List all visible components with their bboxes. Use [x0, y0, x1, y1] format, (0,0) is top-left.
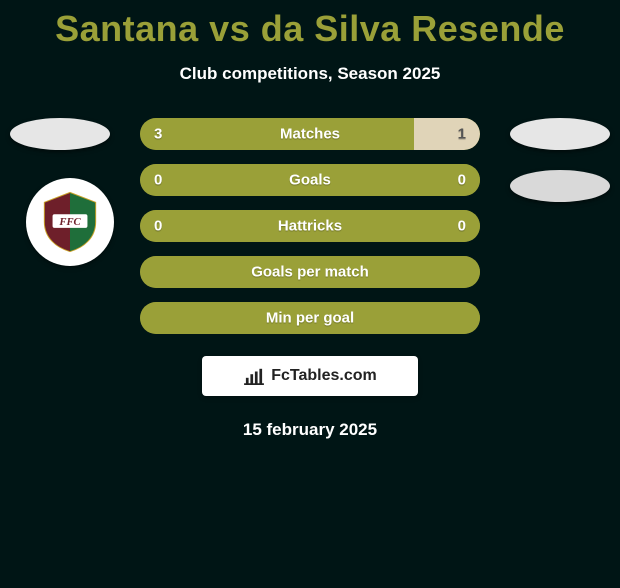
watermark: FcTables.com — [202, 356, 418, 396]
stat-label: Matches — [140, 126, 480, 143]
stat-label: Hattricks — [140, 218, 480, 235]
stat-bar: 31Matches — [140, 118, 480, 150]
stat-label: Goals — [140, 172, 480, 189]
stat-bar: Min per goal — [140, 302, 480, 334]
stat-label: Min per goal — [140, 310, 480, 327]
stat-bar: 00Goals — [140, 164, 480, 196]
svg-text:FFC: FFC — [58, 217, 81, 228]
bar-chart-icon — [243, 367, 265, 385]
stat-bar: 00Hattricks — [140, 210, 480, 242]
stat-bars: 31Matches 00Goals 00Hattricks Goals per mat… — [140, 118, 480, 334]
watermark-text: FcTables.com — [271, 367, 377, 385]
subtitle: Club competitions, Season 2025 — [0, 64, 620, 84]
stat-bar: Goals per match — [140, 256, 480, 288]
date-text: 15 february 2025 — [0, 420, 620, 440]
stat-label: Goals per match — [140, 264, 480, 281]
comparison-stage: FFC 31Matches 00Goals 00Hattricks Goals per… — [0, 118, 620, 334]
player-avatar-left — [10, 118, 110, 150]
player-avatar-right-2 — [510, 170, 610, 202]
player-avatar-right-1 — [510, 118, 610, 150]
page-title: Santana vs da Silva Resende — [0, 8, 620, 50]
fluminense-crest-icon: FFC — [39, 191, 101, 253]
club-crest-left: FFC — [26, 178, 114, 266]
